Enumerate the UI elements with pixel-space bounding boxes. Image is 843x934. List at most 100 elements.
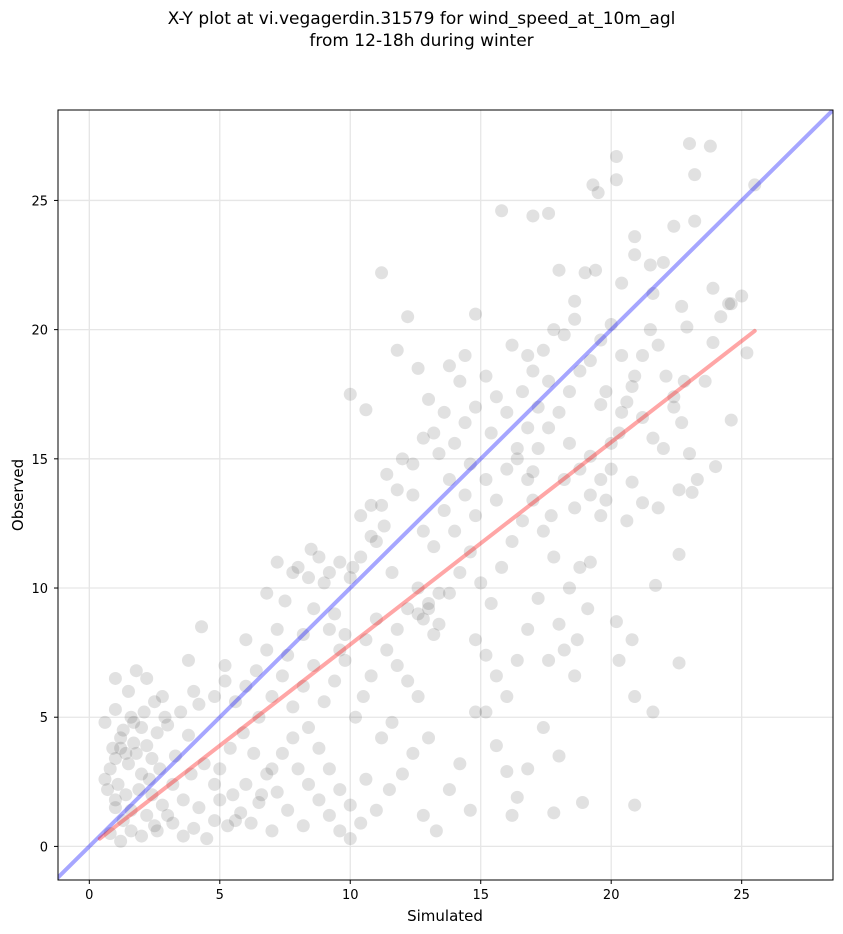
scatter-point [636, 348, 650, 362]
scatter-point [484, 426, 498, 440]
scatter-point [265, 824, 279, 838]
scatter-point [176, 793, 190, 807]
scatter-point [547, 550, 561, 564]
scatter-point [187, 684, 201, 698]
scatter-point [505, 535, 519, 549]
scatter-point [682, 137, 696, 151]
scatter-point [364, 529, 378, 543]
scatter-point [557, 643, 571, 657]
scatter-point [568, 312, 582, 326]
scatter-point [296, 679, 310, 693]
scatter-point [322, 622, 336, 636]
scatter-point [609, 150, 623, 164]
scatter-point [656, 255, 670, 269]
scatter-point [108, 752, 122, 766]
scatter-point [307, 659, 321, 673]
scatter-point [442, 472, 456, 486]
scatter-point [226, 788, 240, 802]
scatter-point [685, 485, 699, 499]
scatter-point [521, 472, 535, 486]
scatter-point [354, 816, 368, 830]
scatter-point [646, 286, 660, 300]
scatter-point [296, 819, 310, 833]
scatter-point [343, 832, 357, 846]
scatter-point [291, 762, 305, 776]
scatter-point [382, 783, 396, 797]
scatter-point [573, 462, 587, 476]
scatter-point [184, 767, 198, 781]
scatter-point [453, 757, 467, 771]
scatter-point [380, 467, 394, 481]
scatter-point [448, 436, 462, 450]
scatter-point [121, 684, 135, 698]
scatter-point [542, 374, 556, 388]
scatter-point [542, 206, 556, 220]
scatter-point [197, 757, 211, 771]
scatter-point [260, 643, 274, 657]
scatter-point [140, 808, 154, 822]
scatter-point [145, 752, 159, 766]
scatter-point [208, 777, 222, 791]
scatter-point [375, 266, 389, 280]
scatter-point [442, 586, 456, 600]
scatter-point [108, 671, 122, 685]
scatter-point [583, 488, 597, 502]
scatter-point [166, 816, 180, 830]
scatter-point [628, 798, 642, 812]
scatter-point [526, 493, 540, 507]
scatter-point [228, 695, 242, 709]
scatter-point [236, 726, 250, 740]
scatter-point [416, 431, 430, 445]
scatter-point [239, 777, 253, 791]
scatter-point [213, 793, 227, 807]
x-tick-label: 10 [342, 888, 359, 903]
scatter-point [667, 390, 681, 404]
scatter-point [547, 323, 561, 337]
scatter-point [375, 731, 389, 745]
scatter-point [583, 354, 597, 368]
scatter-point [604, 436, 618, 450]
scatter-point [228, 814, 242, 828]
scatter-point [458, 416, 472, 430]
scatter-point [98, 715, 112, 729]
scatter-point [148, 695, 162, 709]
scatter-point [724, 413, 738, 427]
scatter-point [359, 403, 373, 417]
scatter-point [150, 824, 164, 838]
scatter-point [625, 379, 639, 393]
scatter-points [98, 137, 762, 848]
scatter-point [628, 369, 642, 383]
scatter-point [552, 749, 566, 763]
scatter-point [106, 741, 120, 755]
scatter-point [628, 230, 642, 244]
scatter-point [161, 808, 175, 822]
scatter-point [521, 762, 535, 776]
scatter-point [218, 659, 232, 673]
y-tick-label: 15 [31, 453, 48, 468]
scatter-point [609, 173, 623, 187]
scatter-point [615, 348, 629, 362]
scatter-point [356, 690, 370, 704]
axis-ticks: 0 5 10 15 20 25 0 5 10 15 20 25 [31, 194, 749, 903]
scatter-point [594, 472, 608, 486]
scatter-point [690, 472, 704, 486]
scatter-point [333, 555, 347, 569]
scatter-point [427, 426, 441, 440]
scatter-point [291, 560, 305, 574]
scatter-point [583, 555, 597, 569]
scatter-point [463, 803, 477, 817]
scatter-point [531, 591, 545, 605]
scatter-point [395, 767, 409, 781]
scatter-point [656, 441, 670, 455]
scatter-point [116, 814, 130, 828]
scatter-point [458, 348, 472, 362]
scatter-point [521, 348, 535, 362]
scatter-point [521, 421, 535, 435]
scatter-point [302, 571, 316, 585]
scatter-point [161, 718, 175, 732]
scatter-point [609, 615, 623, 629]
scatter-point [124, 824, 138, 838]
scatter-point [612, 653, 626, 667]
scatter-point [98, 772, 112, 786]
